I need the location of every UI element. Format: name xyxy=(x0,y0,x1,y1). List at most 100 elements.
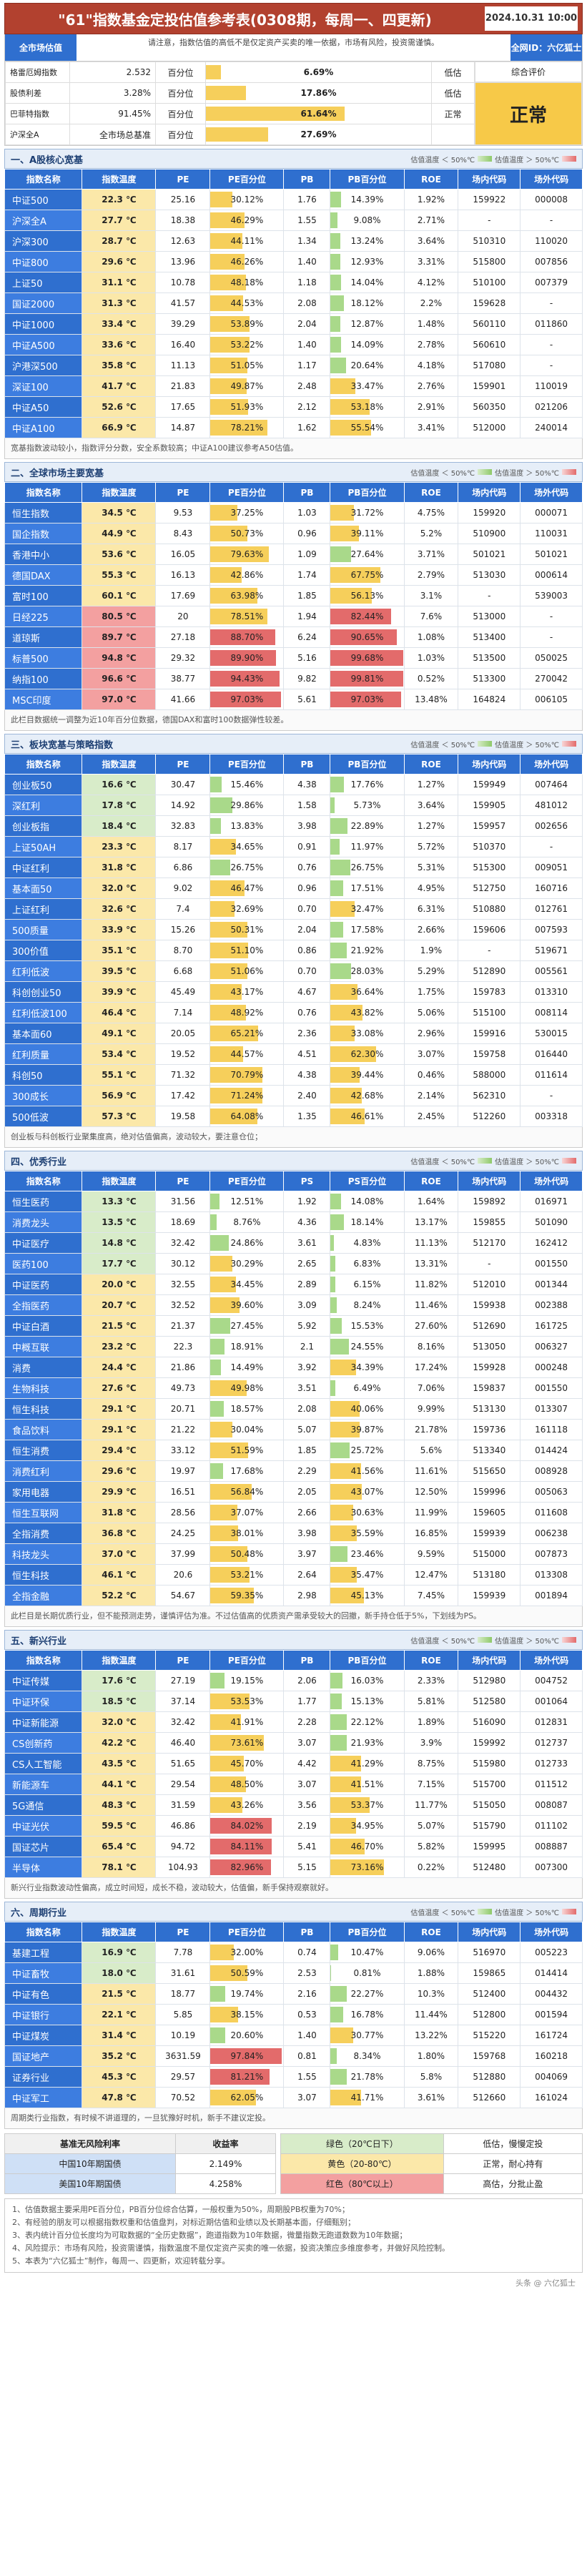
table-row[interactable]: 国证芯片 65.4 ℃ 94.72 84.11% 5.41 46.70% 5.82% 1599… xyxy=(4,1836,583,1857)
table-row[interactable]: 生物科技 27.6 ℃ 49.73 49.98% 3.51 6.49% 7.06% 15983… xyxy=(4,1377,583,1399)
table-row[interactable]: 红利低波100 46.4 ℃ 7.14 48.92% 0.76 43.82% 5.06% 51… xyxy=(4,1002,583,1023)
percentile-bar xyxy=(330,1818,357,1834)
table-row[interactable]: 中证医疗 14.8 ℃ 32.42 24.86% 3.61 4.83% 11.13% 5121… xyxy=(4,1232,583,1254)
exchange-code: 515700 xyxy=(458,1774,521,1795)
table-row[interactable]: 消费红利 29.6 ℃ 19.97 17.68% 2.29 41.56% 11.61% 515… xyxy=(4,1460,583,1482)
legend-high-text: 估值温度 ＞ 50%℃ xyxy=(495,741,559,749)
table-row[interactable]: 中证新能源 32.0 ℃ 32.42 41.91% 2.28 22.12% 1.89% 516… xyxy=(4,1711,583,1733)
percentile-bar xyxy=(210,671,280,687)
table-row[interactable]: 5G通信 48.3 ℃ 31.59 43.26% 3.56 53.37% 11.77% 515… xyxy=(4,1794,583,1816)
table-row[interactable]: 创业板50 16.6 ℃ 30.47 15.46% 4.38 17.76% 1.27% 159… xyxy=(4,774,583,795)
table-row[interactable]: 沪深全A 27.7 ℃ 18.38 46.29% 1.55 9.08% 2.71% - - xyxy=(4,210,583,231)
table-row[interactable]: 300成长 56.9 ℃ 17.42 71.24% 2.40 42.68% 2.14% 562… xyxy=(4,1085,583,1106)
table-row[interactable]: 深证100 41.7 ℃ 21.83 49.87% 2.48 33.47% 2.76% 159… xyxy=(4,375,583,397)
roe-value: 9.59% xyxy=(403,1543,459,1565)
table-row[interactable]: 科技龙头 37.0 ℃ 37.99 50.48% 3.97 23.46% 9.59% 5150… xyxy=(4,1543,583,1565)
table-row[interactable]: 国证地产 35.2 ℃ 3631.59 97.84% 0.81 8.34% 1.80% 159… xyxy=(4,2045,583,2067)
table-row[interactable]: 消费龙头 13.5 ℃ 18.69 8.76% 4.36 18.14% 13.17% 1598… xyxy=(4,1211,583,1233)
index-table: 指数名称 指数温度 PE PE百分位 PB PB百分位 ROE 场内代码 场外代码 中证500 22… xyxy=(4,169,583,438)
table-row[interactable]: 中证银行 22.1 ℃ 5.85 38.15% 0.53 16.78% 11.44% 5128… xyxy=(4,2004,583,2025)
table-row[interactable]: 中证A100 66.9 ℃ 14.87 78.21% 1.62 55.54% 3.41% 51… xyxy=(4,417,583,438)
table-row[interactable]: 中证800 29.6 ℃ 13.96 46.26% 1.40 12.93% 3.31% 515… xyxy=(4,251,583,272)
table-row[interactable]: 中证畜牧 18.0 ℃ 31.61 50.59% 2.53 0.81% 1.88% 15986… xyxy=(4,1962,583,1984)
table-row[interactable]: 上证红利 32.6 ℃ 7.4 32.69% 0.70 32.47% 6.31% 510880… xyxy=(4,898,583,920)
table-row[interactable]: 恒生科技 46.1 ℃ 20.6 53.21% 2.64 35.47% 12.47% 5131… xyxy=(4,1564,583,1586)
table-row[interactable]: 中证红利 31.8 ℃ 6.86 26.75% 0.76 26.75% 5.31% 51530… xyxy=(4,857,583,878)
table-row[interactable]: 500质量 33.9 ℃ 15.26 50.31% 2.04 17.58% 2.66% 159… xyxy=(4,919,583,940)
table-row[interactable]: 家用电器 29.9 ℃ 16.51 56.84% 2.05 43.07% 12.50% 159… xyxy=(4,1481,583,1503)
pb-percentile: 21.78% xyxy=(330,2066,405,2088)
table-row[interactable]: 纳指100 96.6 ℃ 38.77 94.43% 9.82 99.81% 0.52% 513… xyxy=(4,668,583,689)
table-row[interactable]: 国企指数 44.9 ℃ 8.43 50.73% 0.96 39.11% 5.2% 510900… xyxy=(4,523,583,544)
table-row[interactable]: 科创创业50 39.9 ℃ 45.49 43.17% 4.67 36.64% 1.75% 15… xyxy=(4,981,583,1003)
table-row[interactable]: 中证白酒 21.5 ℃ 21.37 27.45% 5.92 15.53% 27.60% 512… xyxy=(4,1315,583,1337)
table-row[interactable]: 300价值 35.1 ℃ 8.70 51.10% 0.86 21.92% 1.9% -5196… xyxy=(4,940,583,961)
table-row[interactable]: 国证2000 31.3 ℃ 41.57 44.53% 2.08 18.12% 2.2% 159… xyxy=(4,292,583,314)
table-row[interactable]: MSC印度 97.0 ℃ 41.66 97.03% 5.61 97.03% 13.48% 16… xyxy=(4,689,583,710)
table-row[interactable]: 中证传媒 17.6 ℃ 27.19 19.15% 2.06 16.03% 2.33% 5129… xyxy=(4,1670,583,1691)
table-row[interactable]: 中证500 22.3 ℃ 25.16 30.12% 1.76 14.39% 1.92% 159… xyxy=(4,189,583,210)
table-row[interactable]: 沪港深500 35.8 ℃ 11.13 51.05% 1.17 20.64% 4.18% 51… xyxy=(4,355,583,376)
index-temperature: 29.6 ℃ xyxy=(82,1460,157,1482)
table-row[interactable]: 食品饮料 29.1 ℃ 21.22 30.04% 5.07 39.87% 21.78% 159… xyxy=(4,1419,583,1440)
table-row[interactable]: 香港中小 53.6 ℃ 16.05 79.63% 1.09 27.64% 3.71% 5010… xyxy=(4,544,583,565)
otc-code: 530015 xyxy=(520,1023,583,1044)
table-row[interactable]: 全指金融 52.2 ℃ 54.67 59.35% 2.98 45.13% 7.45% 1599… xyxy=(4,1585,583,1606)
table-row[interactable]: 中证A500 33.6 ℃ 16.40 53.22% 1.40 14.09% 2.78% 56… xyxy=(4,334,583,355)
table-row[interactable]: 中证光伏 59.5 ℃ 46.86 84.02% 2.19 34.95% 5.07% 5157… xyxy=(4,1815,583,1837)
table-row[interactable]: 恒生医药 13.3 ℃ 31.56 12.51% 1.92 14.08% 1.64% 1598… xyxy=(4,1191,583,1212)
table-row[interactable]: 基建工程 16.9 ℃ 7.78 32.00% 0.74 10.47% 9.06% 51697… xyxy=(4,1942,583,1963)
roe-value: 4.95% xyxy=(403,877,459,899)
table-row[interactable]: 中证环保 18.5 ℃ 37.14 53.53% 1.77 15.13% 5.81% 5125… xyxy=(4,1691,583,1712)
table-row[interactable]: 上证50AH 23.3 ℃ 8.17 34.65% 0.91 11.97% 5.72% 510… xyxy=(4,836,583,857)
percentile-value: 51.05% xyxy=(230,360,264,370)
table-row[interactable]: 基本面50 32.0 ℃ 9.02 46.47% 0.96 17.51% 4.95% 5127… xyxy=(4,877,583,899)
table-row[interactable]: 标普500 94.8 ℃ 29.32 89.90% 5.16 99.68% 1.03% 513… xyxy=(4,647,583,669)
table-row[interactable]: 证券行业 45.3 ℃ 29.57 81.21% 1.55 21.78% 5.8% 51288… xyxy=(4,2066,583,2088)
table-row[interactable]: 500低波 57.3 ℃ 19.58 64.08% 1.35 46.61% 2.45% 512… xyxy=(4,1106,583,1127)
pb-percentile: 17.76% xyxy=(330,774,405,795)
table-row[interactable]: 沪深300 28.7 ℃ 12.63 44.11% 1.34 13.24% 3.64% 510… xyxy=(4,230,583,252)
table-row[interactable]: 科创50 55.1 ℃ 71.32 70.79% 4.38 39.44% 0.46% 5880… xyxy=(4,1064,583,1086)
table-row[interactable]: 红利质量 53.4 ℃ 19.52 44.57% 4.51 62.30% 3.07% 1597… xyxy=(4,1043,583,1065)
table-row[interactable]: CS创新药 42.2 ℃ 46.40 73.61% 3.07 21.93% 3.9% 1599… xyxy=(4,1732,583,1754)
pb-percentile: 43.07% xyxy=(330,1481,405,1503)
pe-percentile: 49.87% xyxy=(209,375,285,397)
table-row[interactable]: 基本面60 49.1 ℃ 20.05 65.21% 2.36 33.08% 2.96% 159… xyxy=(4,1023,583,1044)
table-row[interactable]: 恒生科技 29.1 ℃ 20.71 18.57% 2.08 40.06% 9.99% 5131… xyxy=(4,1398,583,1420)
percentile-value: 5.73% xyxy=(353,800,381,810)
table-row[interactable]: 中证医药 20.0 ℃ 32.55 34.45% 2.89 6.15% 11.82% 5120… xyxy=(4,1274,583,1295)
table-row[interactable]: 中证1000 33.4 ℃ 39.29 53.89% 2.04 12.87% 1.48% 56… xyxy=(4,313,583,335)
table-row[interactable]: 富时100 60.1 ℃ 17.69 63.98% 1.85 56.13% 3.1% -539… xyxy=(4,585,583,606)
table-row[interactable]: 中证A50 52.6 ℃ 17.65 51.93% 2.12 53.18% 2.91% 560… xyxy=(4,396,583,418)
pb-value: 3.09 xyxy=(283,1294,331,1316)
table-row[interactable]: 道琼斯 89.7 ℃ 27.18 88.70% 6.24 90.65% 1.08% 51340… xyxy=(4,626,583,648)
table-row[interactable]: 中概互联 23.2 ℃ 22.3 18.91% 2.1 24.55% 8.16% 513050… xyxy=(4,1336,583,1357)
pe-value: 27.18 xyxy=(155,626,211,648)
table-row[interactable]: 恒生指数 34.5 ℃ 9.53 37.25% 1.03 31.72% 4.75% 15992… xyxy=(4,502,583,523)
table-row[interactable]: 消费 24.4 ℃ 21.86 14.49% 3.92 34.39% 17.24% 15992… xyxy=(4,1357,583,1378)
percentile-value: 16.03% xyxy=(350,1676,384,1686)
table-row[interactable]: 恒生消费 29.4 ℃ 33.12 51.59% 1.85 25.72% 5.6% 51334… xyxy=(4,1440,583,1461)
table-row[interactable]: 日经225 80.5 ℃ 20 78.51% 1.94 82.44% 7.6% 513000- xyxy=(4,606,583,627)
percentile-value: 45.70% xyxy=(230,1759,264,1769)
table-row[interactable]: 新能源车 44.1 ℃ 29.54 48.50% 3.07 41.51% 7.15% 5157… xyxy=(4,1774,583,1795)
summary-table: 格雷厄姆指数 2.532 百分位 6.69% 低估 股债利差 3.28% 百分位 17.86% 低… xyxy=(5,62,475,145)
table-row[interactable]: 创业板指 18.4 ℃ 32.83 13.83% 3.98 22.89% 1.27% 1599… xyxy=(4,815,583,837)
table-row[interactable]: 中证有色 21.5 ℃ 18.77 19.74% 2.16 22.27% 10.3% 5124… xyxy=(4,1983,583,2005)
table-row[interactable]: 红利低波 39.5 ℃ 6.68 51.06% 0.70 28.03% 5.29% 51289… xyxy=(4,960,583,982)
percentile-bar xyxy=(210,839,236,855)
percentile-value: 8.24% xyxy=(353,1300,381,1310)
table-row[interactable]: CS人工智能 43.5 ℃ 51.65 45.70% 4.42 41.29% 8.75% 51… xyxy=(4,1753,583,1774)
table-row[interactable]: 深红利 17.8 ℃ 14.92 29.86% 1.58 5.73% 3.64% 159905… xyxy=(4,795,583,816)
pe-percentile: 8.76% xyxy=(209,1211,285,1233)
table-row[interactable]: 德国DAX 55.3 ℃ 16.13 42.86% 1.74 67.75% 2.79% 513… xyxy=(4,564,583,586)
table-row[interactable]: 半导体 78.1 ℃ 104.93 82.96% 5.15 73.16% 0.22% 5124… xyxy=(4,1857,583,1878)
table-row[interactable]: 上证50 31.1 ℃ 10.78 48.18% 1.18 14.04% 4.12% 5101… xyxy=(4,272,583,293)
table-row[interactable]: 中证煤炭 31.4 ℃ 10.19 20.60% 1.40 30.77% 13.22% 515… xyxy=(4,2025,583,2046)
table-row[interactable]: 中证军工 47.8 ℃ 70.52 62.05% 3.07 41.71% 3.61% 5126… xyxy=(4,2087,583,2108)
table-row[interactable]: 全指医药 20.7 ℃ 32.52 39.60% 3.09 8.24% 11.46% 1599… xyxy=(4,1294,583,1316)
table-row[interactable]: 全指消费 36.8 ℃ 24.25 38.01% 3.98 35.59% 16.85% 159… xyxy=(4,1523,583,1544)
table-row[interactable]: 恒生互联网 31.8 ℃ 28.56 37.07% 2.66 30.63% 11.99% 15… xyxy=(4,1502,583,1523)
table-row[interactable]: 医药100 17.7 ℃ 30.12 30.29% 2.65 6.83% 13.31% -00… xyxy=(4,1253,583,1274)
